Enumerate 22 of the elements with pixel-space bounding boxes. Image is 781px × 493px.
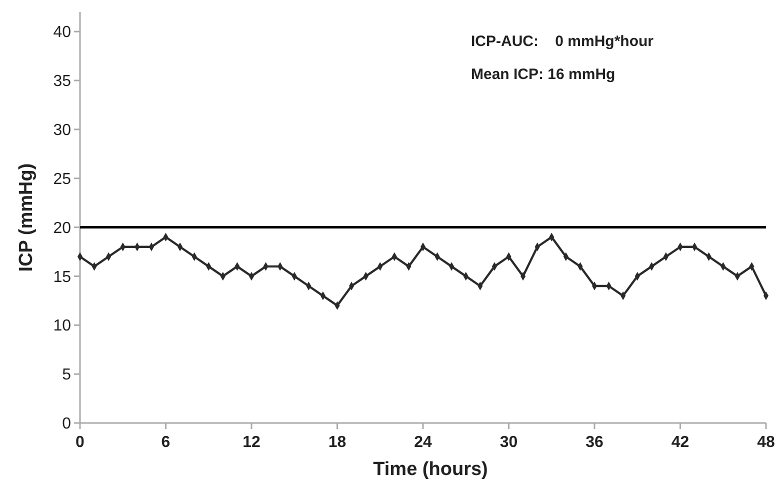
- y-tick-label: 20: [53, 220, 72, 237]
- x-tick-label: 48: [757, 434, 775, 451]
- y-tick-label: 30: [53, 122, 72, 140]
- x-tick-label: 36: [586, 434, 604, 451]
- y-tick-label: 35: [53, 73, 72, 90]
- x-tick-label: 12: [242, 434, 260, 451]
- y-tick-label: 25: [53, 170, 72, 188]
- x-tick-label: 0: [76, 434, 85, 451]
- x-axis-title: Time (hours): [373, 459, 488, 480]
- annotation: Mean ICP: 16 mmHg: [471, 66, 616, 83]
- annotation: ICP-AUC: 0 mmHg*hour: [471, 33, 654, 50]
- x-tick-label: 24: [414, 434, 432, 451]
- y-tick-label: 5: [62, 366, 72, 384]
- x-tick-label: 6: [161, 434, 170, 451]
- x-tick-label: 42: [671, 434, 690, 451]
- y-tick-label: 10: [53, 318, 72, 335]
- y-axis-title: ICP (mmHg): [16, 163, 37, 272]
- x-tick-label: 18: [328, 434, 346, 451]
- x-tick-label: 30: [500, 434, 518, 451]
- y-tick-label: 15: [53, 268, 72, 286]
- y-tick-label: 0: [62, 416, 72, 433]
- y-tick-label: 40: [53, 24, 72, 42]
